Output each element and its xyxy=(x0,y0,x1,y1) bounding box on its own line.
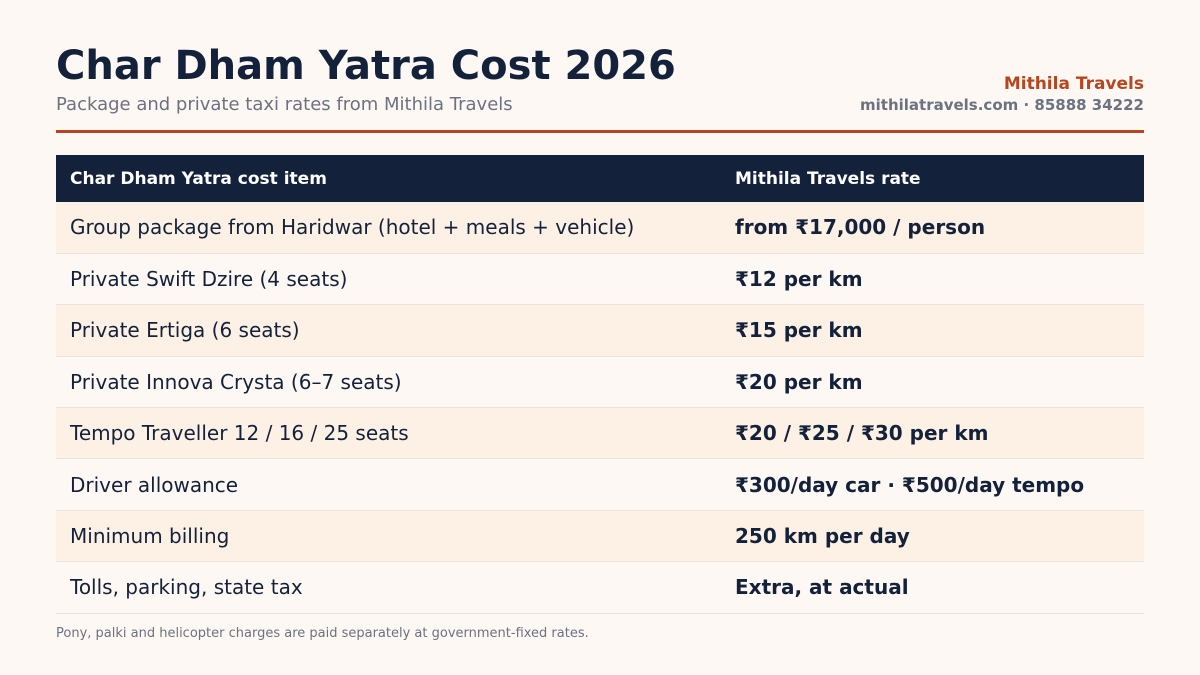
table-row: Private Ertiga (6 seats) ₹15 per km xyxy=(56,304,1144,357)
cost-item-cell: Tempo Traveller 12 / 16 / 25 seats xyxy=(56,407,721,460)
cost-item-cell: Private Innova Crysta (6–7 seats) xyxy=(56,356,721,409)
table-header: Char Dham Yatra cost item Mithila Travel… xyxy=(56,155,1144,202)
cost-item-cell: Driver allowance xyxy=(56,458,721,511)
brand-contact: mithilatravels.com · 85888 34222 xyxy=(860,96,1144,114)
brand-block: Mithila Travels mithilatravels.com · 858… xyxy=(860,74,1144,115)
rate-cell: ₹300/day car · ₹500/day tempo xyxy=(721,458,1144,511)
cost-item-cell: Group package from Haridwar (hotel + mea… xyxy=(56,202,721,254)
cost-item-cell: Private Ertiga (6 seats) xyxy=(56,304,721,357)
table-row: Tempo Traveller 12 / 16 / 25 seats ₹20 /… xyxy=(56,407,1144,460)
rate-cell: ₹20 / ₹25 / ₹30 per km xyxy=(721,407,1144,460)
brand-name: Mithila Travels xyxy=(1003,74,1144,94)
footnote: Pony, palki and helicopter charges are p… xyxy=(56,626,589,641)
page-title: Char Dham Yatra Cost 2026 xyxy=(56,43,676,89)
cost-item-cell: Minimum billing xyxy=(56,510,721,563)
table-row: Private Innova Crysta (6–7 seats) ₹20 pe… xyxy=(56,356,1144,409)
table-row: Tolls, parking, state tax Extra, at actu… xyxy=(56,561,1144,614)
table-header-row: Char Dham Yatra cost item Mithila Travel… xyxy=(56,155,1144,202)
rate-cell: 250 km per day xyxy=(721,510,1144,563)
column-header-rate: Mithila Travels rate xyxy=(721,155,1144,202)
table-row: Group package from Haridwar (hotel + mea… xyxy=(56,202,1144,254)
rate-cell: ₹15 per km xyxy=(721,304,1144,357)
cost-item-cell: Tolls, parking, state tax xyxy=(56,561,721,614)
table-row: Minimum billing 250 km per day xyxy=(56,510,1144,563)
table-row: Private Swift Dzire (4 seats) ₹12 per km xyxy=(56,253,1144,306)
rate-table: Char Dham Yatra cost item Mithila Travel… xyxy=(56,155,1144,614)
rate-cell: ₹20 per km xyxy=(721,356,1144,409)
page-header: Char Dham Yatra Cost 2026 Package and pr… xyxy=(56,0,1144,133)
page-subtitle: Package and private taxi rates from Mith… xyxy=(56,94,513,115)
rate-cell: from ₹17,000 / person xyxy=(721,202,1144,254)
page-container: Char Dham Yatra Cost 2026 Package and pr… xyxy=(56,0,1144,641)
table-body: Group package from Haridwar (hotel + mea… xyxy=(56,202,1144,614)
cost-item-cell: Private Swift Dzire (4 seats) xyxy=(56,253,721,306)
table-row: Driver allowance ₹300/day car · ₹500/day… xyxy=(56,458,1144,511)
rate-cell: ₹12 per km xyxy=(721,253,1144,306)
rate-cell: Extra, at actual xyxy=(721,561,1144,614)
column-header-item: Char Dham Yatra cost item xyxy=(56,155,721,202)
